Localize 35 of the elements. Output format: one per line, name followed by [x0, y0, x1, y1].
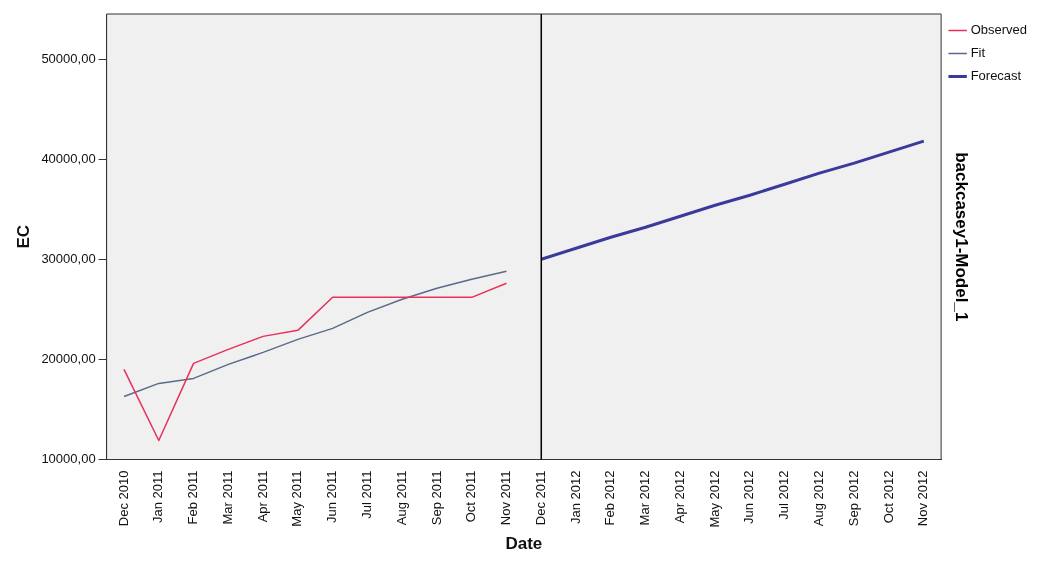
x-tick-label: Oct 2011 — [463, 470, 479, 523]
x-tick-label: Feb 2011 — [185, 470, 201, 525]
y-tick-label: 10000,00 — [41, 451, 96, 467]
x-tick-label: Jul 2011 — [358, 470, 374, 519]
x-tick-label: Aug 2011 — [393, 470, 409, 526]
x-tick-label: Jun 2011 — [324, 470, 340, 524]
x-tick-label: May 2011 — [289, 470, 305, 527]
x-tick-label: Dec 2010 — [115, 470, 131, 527]
x-tick-label: Mar 2011 — [219, 470, 235, 525]
y-tick-label: 30000,00 — [41, 250, 96, 266]
x-tick-label: Jan 2011 — [150, 470, 166, 524]
text: backcasey1-Model_1 — [952, 152, 972, 322]
x-tick-label: Jul 2012 — [776, 470, 792, 520]
x-tick-label: Nov 2012 — [915, 470, 931, 527]
x-tick-label: Apr 2012 — [671, 470, 687, 524]
x-axis-title: Date — [505, 534, 543, 554]
x-tick-label: Oct 2012 — [880, 470, 896, 524]
y-tick-label: 50000,00 — [41, 50, 96, 66]
x-tick-label: Sep 2012 — [845, 470, 861, 527]
x-tick-label: Feb 2012 — [602, 470, 618, 526]
x-tick-label: May 2012 — [706, 470, 722, 528]
x-tick-label: Sep 2011 — [428, 470, 444, 526]
x-tick-label: Jun 2012 — [741, 470, 757, 525]
x-tick-label: Aug 2012 — [811, 470, 827, 527]
legend-label: Observed — [970, 22, 1028, 38]
y-tick-label: 20000,00 — [41, 350, 96, 366]
legend-label: Forecast — [970, 68, 1022, 84]
legend-label: Fit — [970, 45, 986, 61]
y-tick-label: 40000,00 — [41, 150, 96, 166]
x-tick-label: Dec 2011 — [532, 470, 548, 526]
x-tick-label: Apr 2011 — [254, 470, 270, 523]
x-tick-label: Mar 2012 — [637, 470, 653, 526]
x-tick-label: Jan 2012 — [567, 470, 583, 525]
x-tick-label: Nov 2011 — [498, 470, 514, 526]
y-axis-title: EC — [13, 224, 33, 249]
